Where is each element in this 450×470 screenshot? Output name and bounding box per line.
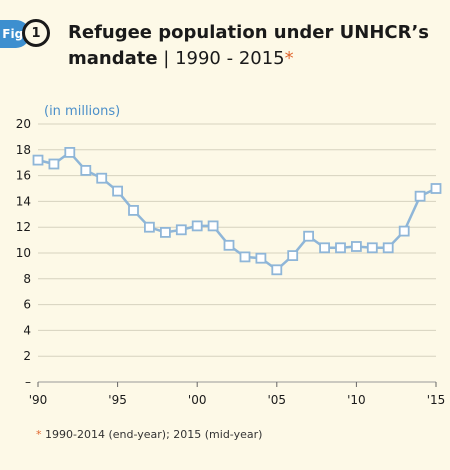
y-tick-label: 2: [23, 349, 31, 363]
data-point-marker: [350, 241, 362, 252]
y-tick-label: 18: [16, 143, 31, 157]
chart-title-main: Refugee population under UNHCR’s mandate: [68, 22, 430, 69]
data-point-marker: [143, 221, 155, 233]
x-tick-label: '90: [29, 393, 48, 407]
data-point-marker: [96, 172, 108, 184]
y-axis-ticks: – 2 4 6 8 10 12 14 16 18 20: [16, 117, 31, 389]
chart-title-sub: | 1990 - 2015*: [157, 48, 294, 69]
title-asterisk: *: [284, 48, 294, 69]
data-point-marker: [398, 225, 410, 237]
grid-lines: [38, 123, 436, 383]
data-point-marker: [335, 242, 346, 254]
data-point-marker: [287, 250, 299, 262]
data-point-marker: [255, 252, 267, 264]
data-series: [32, 146, 442, 276]
chart-title-years: | 1990 - 2015: [157, 48, 285, 69]
data-point-marker: [80, 164, 92, 176]
data-point-marker: [32, 154, 44, 166]
data-point-marker: [191, 220, 203, 232]
y-tick-label: 6: [23, 298, 31, 312]
data-point-marker: [128, 204, 139, 216]
y-tick-label: 4: [23, 323, 31, 337]
data-point-marker: [239, 251, 251, 263]
y-axis-unit-label: (in millions): [44, 104, 121, 119]
data-point-marker: [159, 226, 171, 238]
data-point-marker: [414, 190, 426, 202]
chart-title: Refugee population under UNHCR’s mandate…: [68, 20, 438, 72]
data-point-marker: [271, 264, 283, 276]
x-tick-label: '10: [347, 393, 366, 407]
y-tick-label: –: [25, 375, 31, 389]
y-tick-label: 8: [23, 272, 31, 286]
data-point-marker: [175, 224, 187, 236]
y-tick-label: 20: [16, 117, 31, 131]
data-point-marker: [64, 146, 76, 158]
y-tick-label: 12: [16, 220, 31, 234]
data-point-marker: [48, 158, 60, 170]
footnote-text: 1990-2014 (end-year); 2015 (mid-year): [41, 428, 263, 441]
x-tick-label: '95: [108, 393, 127, 407]
data-point-marker: [303, 230, 315, 242]
y-tick-label: 14: [16, 194, 31, 208]
chart-header: Fig. 1 Refugee population under UNHCR’s …: [0, 0, 450, 110]
data-point-marker: [319, 242, 331, 254]
data-point-marker: [382, 242, 394, 254]
data-point-marker: [207, 220, 219, 232]
data-point-marker: [366, 242, 378, 254]
data-point-marker: [112, 185, 123, 197]
x-tick-label: '15: [427, 393, 446, 407]
footnote: * 1990-2014 (end-year); 2015 (mid-year): [36, 428, 262, 441]
x-axis-ticks: '90 '95 '00 '05 '10 '15: [29, 382, 446, 407]
data-point-marker: [430, 183, 442, 194]
y-tick-label: 10: [16, 246, 31, 260]
y-tick-label: 16: [16, 169, 31, 183]
x-tick-label: '00: [188, 393, 207, 407]
x-tick-label: '05: [268, 393, 287, 407]
fig-number-badge: 1: [22, 19, 50, 47]
footnote-asterisk: *: [36, 428, 42, 441]
data-point-marker: [223, 239, 235, 251]
